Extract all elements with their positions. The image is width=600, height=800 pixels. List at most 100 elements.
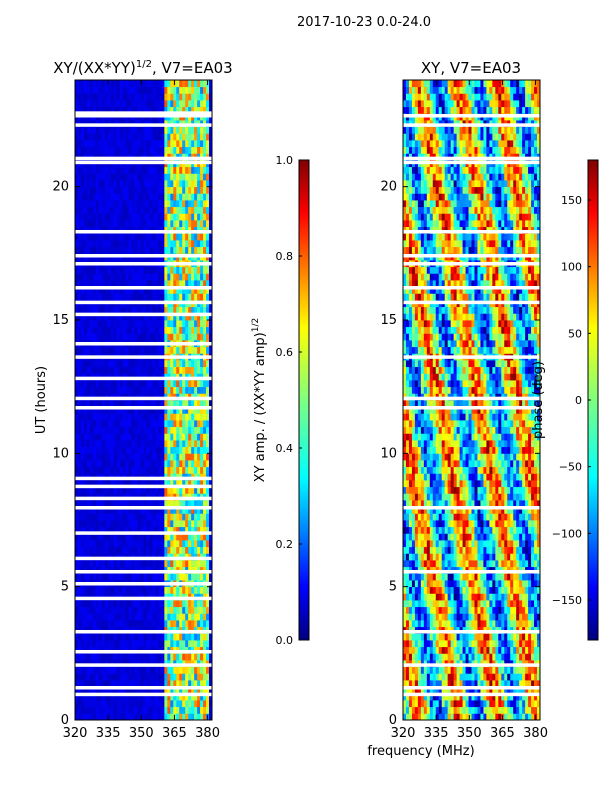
heatmap-cell xyxy=(167,506,171,514)
heatmap-cell xyxy=(116,640,121,648)
heatmap-cell xyxy=(197,440,201,448)
heatmap-cell xyxy=(149,333,153,341)
heatmap-cell xyxy=(173,533,177,541)
heatmap-cell xyxy=(155,453,159,461)
heatmap-cell xyxy=(101,213,106,221)
heatmap-cell xyxy=(146,80,150,88)
heatmap-cell xyxy=(107,500,112,508)
heatmap-cell xyxy=(143,386,147,394)
heatmap-cell xyxy=(167,246,171,254)
heatmap-cell xyxy=(179,700,183,708)
heatmap-cell xyxy=(167,193,171,201)
heatmap-cell xyxy=(179,693,183,701)
heatmap-cell xyxy=(417,686,422,694)
heatmap-cell xyxy=(86,573,91,581)
heatmap-cell xyxy=(86,86,91,94)
heatmap-cell xyxy=(182,440,186,448)
heatmap-cell xyxy=(125,193,130,201)
heatmap-cell xyxy=(158,406,162,414)
heatmap-cell xyxy=(113,653,118,661)
heatmap-cell xyxy=(110,146,115,154)
heatmap-cell xyxy=(77,106,82,114)
heatmap-cell xyxy=(116,193,121,201)
heatmap-cell xyxy=(137,526,141,534)
heatmap-cell xyxy=(122,280,127,288)
heatmap-cell xyxy=(164,486,168,494)
heatmap-cell xyxy=(188,420,192,428)
heatmap-cell xyxy=(92,526,97,534)
heatmap-cell xyxy=(170,326,174,334)
heatmap-cell xyxy=(119,80,124,88)
heatmap-cell xyxy=(137,620,141,628)
heatmap-cell xyxy=(158,560,162,568)
heatmap-cell xyxy=(146,313,150,321)
heatmap-cell xyxy=(98,540,103,548)
heatmap-cell xyxy=(83,433,88,441)
heatmap-cell xyxy=(122,186,127,194)
heatmap-cell xyxy=(131,706,135,714)
heatmap-cell xyxy=(501,693,505,701)
heatmap-cell xyxy=(86,613,91,621)
heatmap-cell xyxy=(194,460,198,468)
heatmap-cell xyxy=(158,126,162,134)
heatmap-cell xyxy=(182,93,186,101)
heatmap-cell xyxy=(504,700,508,708)
heatmap-cell xyxy=(158,246,162,254)
heatmap-cell xyxy=(110,506,115,514)
heatmap-cell xyxy=(507,686,511,694)
heatmap-cell xyxy=(113,333,118,341)
heatmap-cell xyxy=(128,273,132,281)
heatmap-cell xyxy=(95,206,100,214)
heatmap-cell xyxy=(191,293,195,301)
heatmap-cell xyxy=(122,386,127,394)
heatmap-cell xyxy=(203,680,207,688)
heatmap-cell xyxy=(119,346,124,354)
heatmap-cell xyxy=(170,526,174,534)
heatmap-cell xyxy=(149,653,153,661)
heatmap-cell xyxy=(92,286,97,294)
heatmap-cell xyxy=(83,560,88,568)
heatmap-cell xyxy=(209,186,212,194)
heatmap-cell xyxy=(98,380,103,388)
heatmap-cell xyxy=(161,673,165,681)
heatmap-cell xyxy=(152,640,156,648)
heatmap-cell xyxy=(80,713,85,720)
heatmap-cell xyxy=(513,680,517,688)
heatmap-cell xyxy=(140,246,144,254)
missing-data-gap xyxy=(75,254,212,258)
heatmap-cell xyxy=(116,546,121,554)
heatmap-cell xyxy=(101,506,106,514)
heatmap-cell xyxy=(140,573,144,581)
heatmap-cell xyxy=(194,80,198,88)
heatmap-cell xyxy=(170,186,174,194)
heatmap-cell xyxy=(149,140,153,148)
heatmap-cell xyxy=(185,333,189,341)
heatmap-cell xyxy=(206,466,210,474)
heatmap-cell xyxy=(197,306,201,314)
heatmap-cell xyxy=(134,466,138,474)
heatmap-cell xyxy=(209,286,212,294)
heatmap-cell xyxy=(149,366,153,374)
heatmap-cell xyxy=(173,386,177,394)
heatmap-cell xyxy=(140,680,144,688)
heatmap-cell xyxy=(423,686,428,694)
heatmap-cell xyxy=(152,506,156,514)
heatmap-cell xyxy=(143,380,147,388)
heatmap-cell xyxy=(104,706,109,714)
heatmap-cell xyxy=(89,613,94,621)
heatmap-cell xyxy=(83,533,88,541)
heatmap-cell xyxy=(185,293,189,301)
heatmap-cell xyxy=(155,673,159,681)
heatmap-cell xyxy=(185,526,189,534)
heatmap-cell xyxy=(149,700,153,708)
heatmap-cell xyxy=(104,320,109,328)
heatmap-cell xyxy=(465,680,469,688)
heatmap-cell xyxy=(185,613,189,621)
heatmap-cell xyxy=(209,366,212,374)
heatmap-cell xyxy=(206,506,210,514)
amplitude-heatmap xyxy=(75,80,212,720)
heatmap-cell xyxy=(80,306,85,314)
heatmap-cell xyxy=(176,533,180,541)
heatmap-cell xyxy=(170,686,174,694)
heatmap-cell xyxy=(77,666,82,674)
